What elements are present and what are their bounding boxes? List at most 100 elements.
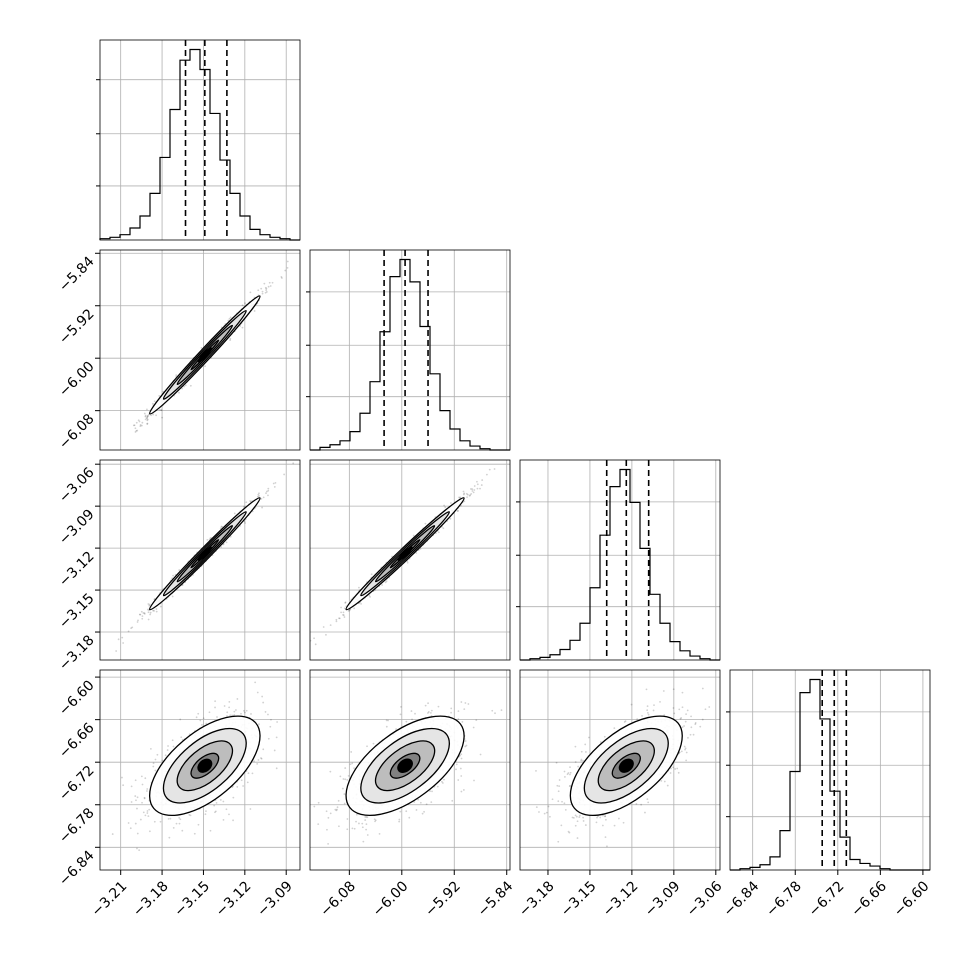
panel-frame: [309, 459, 511, 661]
sample-point: [449, 517, 452, 520]
sample-point: [161, 759, 164, 762]
sample-point: [265, 289, 268, 292]
sample-point: [200, 346, 203, 349]
sample-point: [142, 612, 145, 614]
sample-point: [358, 586, 360, 589]
sample-point: [368, 594, 371, 597]
sample-point: [178, 822, 181, 825]
sample-point: [329, 624, 332, 627]
sample-point: [374, 819, 377, 822]
sample-point: [672, 766, 675, 769]
sample-point: [479, 753, 482, 756]
sample-point: [264, 711, 267, 713]
scatter-panel-1-2: [309, 459, 511, 661]
sample-point: [261, 695, 264, 698]
sample-point: [146, 415, 149, 418]
histogram-step-line: [99, 48, 300, 241]
sample-point: [233, 714, 236, 716]
sample-point: [143, 796, 146, 799]
sample-point: [262, 496, 265, 499]
sample-point: [415, 809, 418, 811]
sample-point: [349, 608, 352, 611]
sample-point: [256, 762, 259, 765]
sample-point: [463, 500, 466, 503]
sample-point: [161, 416, 164, 419]
sample-point: [385, 725, 388, 728]
sample-point: [281, 277, 283, 279]
density-peak: [397, 546, 413, 561]
sample-point: [344, 767, 347, 769]
sample-point: [450, 707, 453, 710]
sample-point: [146, 790, 148, 792]
sample-point: [152, 762, 155, 765]
sample-point: [267, 487, 270, 490]
sample-point: [233, 710, 236, 713]
sample-point: [325, 810, 328, 813]
sample-point: [351, 827, 354, 830]
sample-point: [457, 718, 460, 721]
sample-point: [313, 637, 315, 640]
sample-point: [228, 706, 231, 709]
panel-frame: [99, 39, 301, 241]
sample-point: [219, 527, 222, 530]
sample-point: [646, 711, 649, 714]
sample-point: [443, 504, 446, 507]
sample-point: [327, 816, 330, 819]
sample-point: [471, 490, 474, 492]
sample-point: [149, 747, 152, 750]
sample-point: [479, 487, 481, 490]
panel-frame: [99, 669, 301, 871]
sample-point: [225, 541, 228, 544]
sample-point: [470, 488, 472, 490]
sample-point: [122, 784, 125, 787]
sample-point: [366, 816, 369, 819]
sample-point: [460, 753, 463, 756]
sample-point: [137, 419, 140, 422]
sample-point: [335, 809, 338, 812]
sample-point: [458, 496, 460, 499]
sample-point: [220, 546, 223, 548]
sample-point: [451, 799, 454, 802]
sample-point: [160, 409, 163, 411]
sample-point: [260, 287, 263, 290]
sample-point: [206, 538, 209, 541]
sample-point: [256, 495, 259, 498]
sample-point: [260, 497, 263, 500]
sample-point: [146, 416, 148, 419]
sample-point: [365, 828, 368, 831]
sample-point: [257, 759, 260, 761]
sample-point: [292, 462, 295, 465]
sample-point: [457, 509, 460, 512]
sample-point: [361, 822, 364, 825]
sample-point: [557, 840, 560, 843]
sample-point: [142, 811, 145, 814]
sample-point: [351, 762, 354, 765]
sample-point: [239, 325, 242, 327]
sample-point: [151, 402, 154, 405]
sample-point: [214, 700, 217, 703]
sample-point: [329, 812, 332, 815]
sample-point: [122, 642, 125, 644]
sample-point: [171, 739, 174, 742]
sample-point: [543, 812, 546, 815]
sample-point: [127, 630, 130, 633]
sample-point: [226, 711, 229, 714]
sample-point: [256, 691, 259, 694]
sample-point: [322, 626, 325, 628]
sample-point: [181, 584, 184, 587]
sample-point: [468, 494, 471, 497]
sample-point: [134, 822, 137, 825]
sample-point: [685, 713, 687, 716]
sample-point: [139, 424, 142, 426]
sample-point: [262, 748, 265, 751]
sample-point: [148, 808, 151, 811]
sample-point: [146, 422, 149, 425]
sample-point: [342, 614, 344, 616]
sample-point: [337, 799, 340, 802]
sample-point: [437, 705, 440, 708]
sample-point: [247, 772, 250, 775]
sample-point: [298, 848, 300, 850]
sample-point: [399, 810, 402, 813]
sample-point: [260, 757, 263, 760]
sample-point: [398, 818, 401, 821]
